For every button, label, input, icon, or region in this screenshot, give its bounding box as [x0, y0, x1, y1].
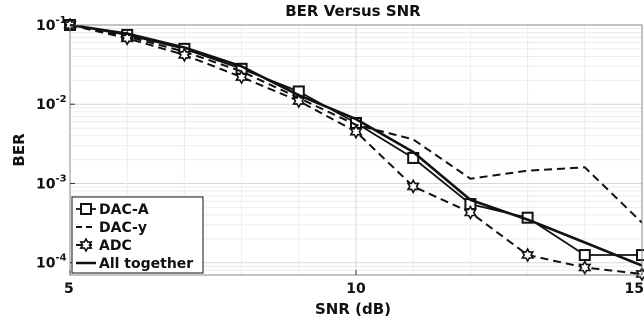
data-point-marker	[463, 204, 478, 221]
legend-items: DAC-A DAC-y ADC All together	[76, 202, 193, 272]
legend-item: DAC-y	[76, 220, 147, 236]
data-point-marker	[578, 259, 592, 276]
legend-item: All together	[76, 256, 193, 272]
x-axis-title: SNR (dB)	[315, 300, 391, 318]
y-axis-title: BER	[10, 133, 28, 167]
x-tick-label: 10	[346, 281, 366, 297]
series-all-together	[69, 23, 643, 267]
legend-label: DAC-A	[99, 202, 149, 218]
x-tick-label: 15	[625, 281, 644, 297]
data-point-marker	[520, 247, 535, 263]
data-point-marker	[177, 47, 192, 63]
legend-marker	[79, 237, 93, 253]
legend-item: DAC-A	[76, 202, 149, 218]
series-layer	[63, 17, 644, 282]
data-point-marker	[234, 69, 249, 85]
legend: DAC-A DAC-y ADC All together	[71, 196, 204, 274]
legend-item: ADC	[76, 237, 132, 254]
data-point-marker	[578, 249, 591, 262]
data-point-marker	[406, 178, 420, 195]
legend-marker	[80, 203, 92, 215]
x-tick-label: 5	[64, 281, 74, 297]
chart-title: BER Versus SNR	[285, 2, 421, 20]
data-point-marker	[636, 249, 644, 262]
legend-label: DAC-y	[99, 220, 147, 236]
legend-label: ADC	[99, 238, 132, 254]
legend-label: All together	[99, 256, 193, 272]
series-line	[69, 23, 643, 267]
data-point-marker	[349, 124, 363, 140]
